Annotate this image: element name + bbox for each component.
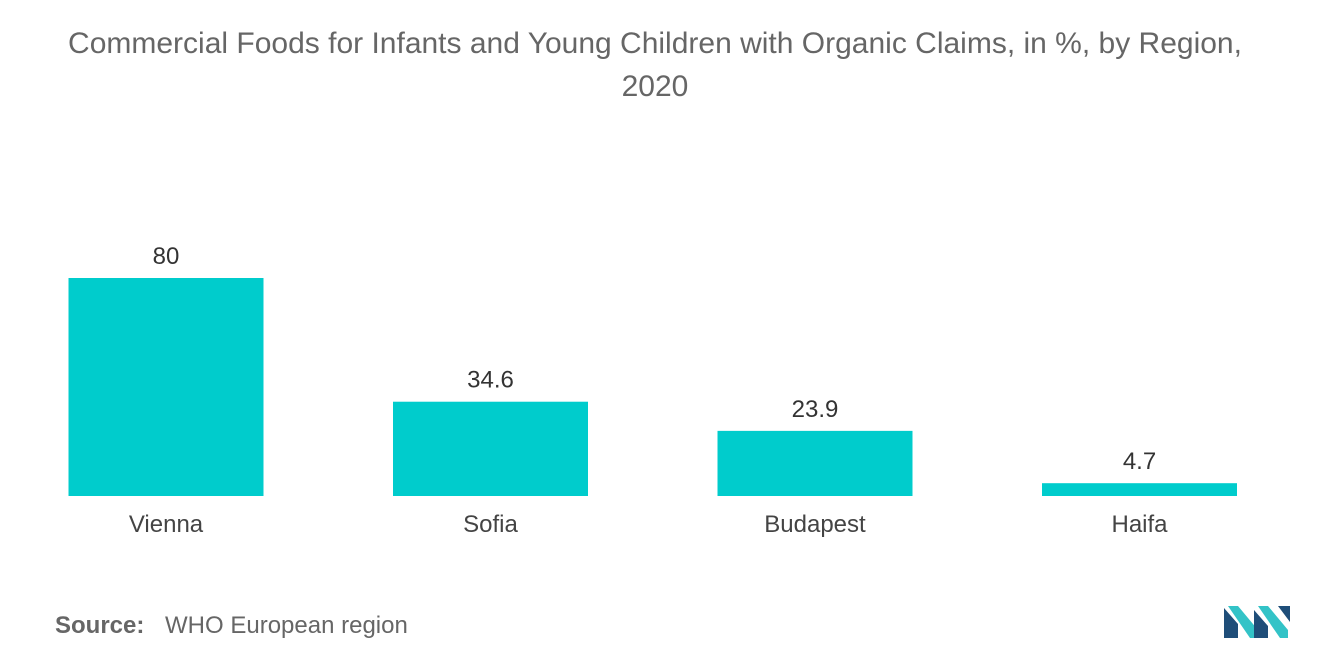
- source-label: Source:: [55, 612, 145, 639]
- value-label-haifa: 4.7: [1123, 448, 1156, 475]
- chart-title-line-1: Commercial Foods for Infants and Young C…: [68, 27, 1242, 60]
- bar-sofia: [393, 401, 588, 496]
- category-label-budapest: Budapest: [764, 511, 866, 538]
- value-label-vienna: 80: [153, 243, 180, 270]
- value-label-sofia: 34.6: [467, 367, 514, 394]
- value-label-budapest: 23.9: [792, 396, 839, 423]
- bar-vienna: [68, 278, 264, 496]
- mordor-intelligence-logo-icon: [1224, 606, 1290, 638]
- chart-title: Commercial Foods for Infants and Young C…: [0, 22, 1310, 108]
- bar-haifa: [1042, 483, 1237, 496]
- source-note: Source: WHO European region: [55, 612, 408, 640]
- source-text: WHO European region: [165, 612, 408, 639]
- category-label-haifa: Haifa: [1111, 511, 1168, 538]
- category-label-vienna: Vienna: [129, 511, 204, 538]
- chart-title-line-2: 2020: [621, 70, 689, 103]
- category-label-sofia: Sofia: [463, 511, 518, 538]
- bar-budapest: [717, 430, 913, 496]
- bar-chart: 80 Vienna 34.6 Sofia 23.9 Budapest 4.7 Haifa: [68, 243, 1237, 538]
